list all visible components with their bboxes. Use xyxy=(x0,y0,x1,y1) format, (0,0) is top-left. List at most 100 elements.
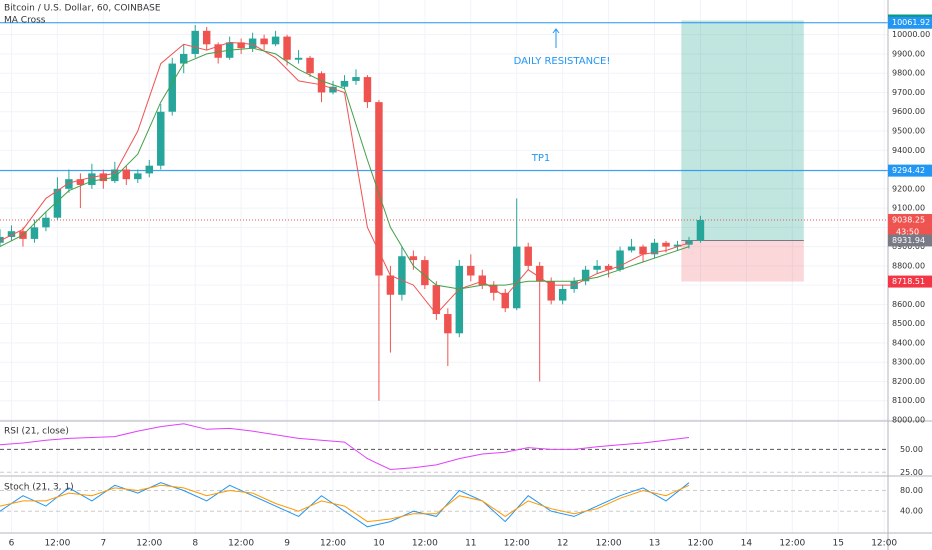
candle-body xyxy=(467,265,475,276)
y-tick-label: 9100.00 xyxy=(892,204,925,213)
y-tick-label: 50.00 xyxy=(900,445,923,454)
rsi-line xyxy=(0,423,690,471)
plot xyxy=(0,20,888,528)
x-tick-label: 13 xyxy=(649,539,660,549)
candle-body xyxy=(421,260,429,286)
y-tick-label: 80.00 xyxy=(900,486,923,495)
candle-body xyxy=(157,111,165,166)
y-tick-label: 25.00 xyxy=(900,468,923,477)
x-tick-label: 9 xyxy=(284,539,290,549)
moving-average xyxy=(0,47,690,290)
y-tick-label: 9500.00 xyxy=(892,127,925,136)
indicator-name: MA Cross xyxy=(4,16,46,26)
candle-body xyxy=(581,269,590,282)
price-tag-label: 10061.92 xyxy=(892,18,930,27)
candle-body xyxy=(696,220,705,241)
y-tick-label: 40.00 xyxy=(900,507,923,516)
candle-body xyxy=(432,285,441,315)
candle-body xyxy=(306,57,314,74)
candle-body xyxy=(53,188,62,218)
stoch-line xyxy=(0,484,690,523)
y-tick-label: 8900.00 xyxy=(892,242,925,251)
y-tick-label: 8300.00 xyxy=(892,358,925,367)
candle-body xyxy=(524,246,532,266)
price-tag-label: 8718.51 xyxy=(892,277,925,286)
price-tag xyxy=(888,213,932,226)
x-tick-label: 12:00 xyxy=(596,539,622,549)
price-tag xyxy=(888,16,932,29)
candle-body xyxy=(375,102,383,276)
x-tick-label: 12:00 xyxy=(504,539,530,549)
candle-body xyxy=(76,179,85,185)
x-tick-label: 12:00 xyxy=(44,539,70,549)
candle-body xyxy=(271,36,280,45)
candle-body xyxy=(604,265,613,270)
y-tick-label: 8000.00 xyxy=(892,416,925,425)
candle-body xyxy=(99,173,108,182)
target-zone xyxy=(681,20,804,241)
y-tick-label: 8500.00 xyxy=(892,319,925,328)
y-tick-label: 8800.00 xyxy=(892,261,925,270)
candle-body xyxy=(202,30,211,45)
x-tick-label: 12:00 xyxy=(412,539,438,549)
stop-zone xyxy=(681,240,804,282)
candle-body xyxy=(673,244,682,247)
x-tick-label: 12:00 xyxy=(687,539,713,549)
price-tag-label: 9294.42 xyxy=(892,166,925,175)
x-tick-label: 12:00 xyxy=(871,539,897,549)
candle-body xyxy=(340,80,349,87)
candle-body xyxy=(42,217,50,228)
candle-body xyxy=(283,36,291,60)
price-tag xyxy=(888,275,932,288)
candle-body xyxy=(512,246,521,309)
candle-body xyxy=(7,231,16,237)
candle-body xyxy=(122,169,131,180)
candle-body xyxy=(352,77,360,81)
annotation: TP1 xyxy=(531,153,551,164)
x-tick-label: 8 xyxy=(192,539,198,549)
x-tick-label: 12:00 xyxy=(320,539,346,549)
candle-body xyxy=(329,86,337,93)
candle-body xyxy=(30,227,39,239)
x-tick-label: 7 xyxy=(100,539,106,549)
y-tick-label: 9700.00 xyxy=(892,88,925,97)
candle-body xyxy=(593,265,601,270)
annotation: DAILY RESISTANCE! xyxy=(514,56,611,67)
candle-body xyxy=(168,63,176,112)
candle-body xyxy=(662,242,670,247)
candle-body xyxy=(260,38,268,45)
candle-body xyxy=(535,265,544,282)
price-tag-label: 9038.25 xyxy=(892,215,925,224)
candle-body xyxy=(191,30,199,54)
candle-body xyxy=(478,275,487,286)
y-tick-label: 9400.00 xyxy=(892,146,925,155)
candle-body xyxy=(558,288,567,301)
rsi-title: RSI (21, close) xyxy=(4,427,69,437)
x-tick-label: 6 xyxy=(9,539,15,549)
x-tick-label: 10 xyxy=(373,539,385,549)
candle-body xyxy=(111,169,119,182)
x-tick-label: 12:00 xyxy=(228,539,254,549)
candle-body xyxy=(455,265,464,334)
price-tag xyxy=(888,164,932,177)
moving-average xyxy=(0,41,690,315)
candle-body xyxy=(409,256,418,261)
y-tick-label: 8200.00 xyxy=(892,377,925,386)
stoch-line xyxy=(0,482,690,528)
candle-body xyxy=(398,256,406,295)
candle-body xyxy=(547,281,555,301)
candle-body xyxy=(65,179,73,189)
arrow xyxy=(552,28,560,48)
candle-body xyxy=(616,250,624,270)
candle-body xyxy=(444,314,452,334)
chart-title: Bitcoin / U.S. Dollar, 60, COINBASE xyxy=(4,4,161,14)
countdown-label: 43:50 xyxy=(896,227,919,236)
x-tick-label: 12:00 xyxy=(136,539,162,549)
candle-body xyxy=(627,246,636,251)
y-tick-label: 10000.00 xyxy=(892,30,930,39)
y-tick-label: 9200.00 xyxy=(892,184,925,193)
candle-body xyxy=(294,57,303,60)
